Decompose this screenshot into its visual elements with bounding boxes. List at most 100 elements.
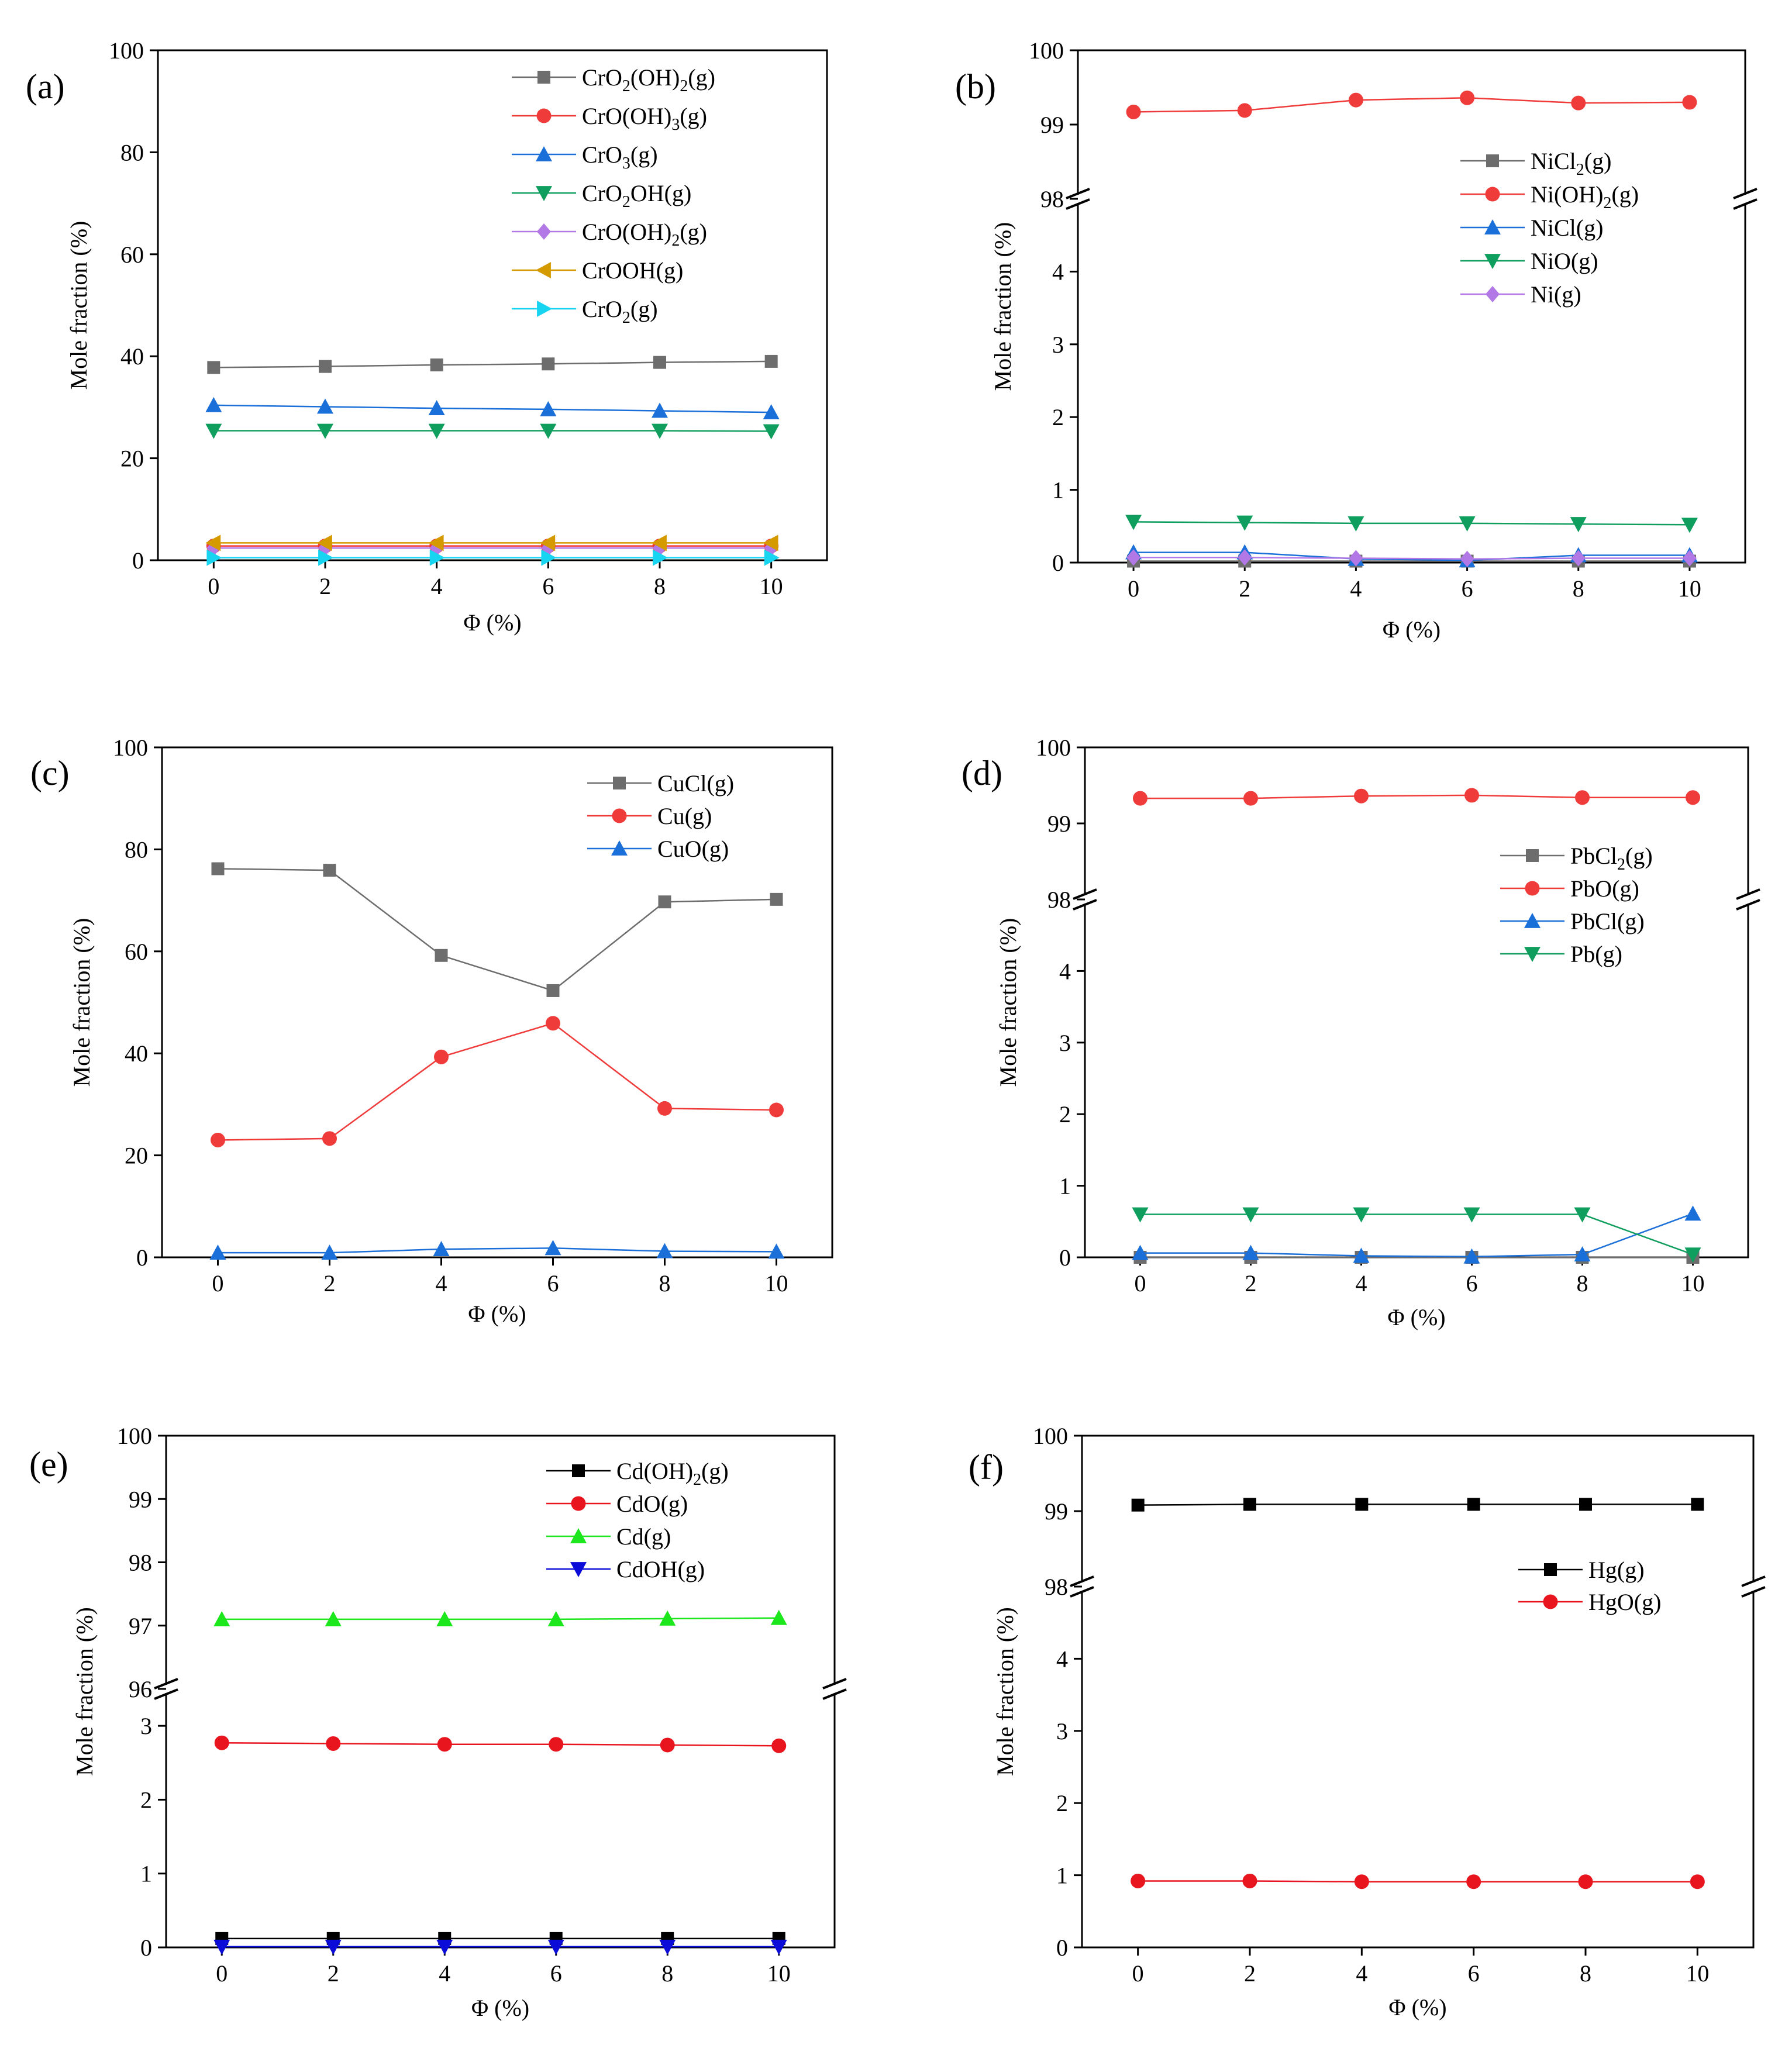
legend-label-part: OH(g) [630,180,691,206]
legend-marker [537,301,552,317]
legend-label-part: (g) [1611,181,1639,208]
data-point [213,1939,230,1955]
legend-marker [612,808,627,823]
legend-item: Hg(g) [1518,1557,1645,1583]
data-point [540,423,557,439]
data-point [326,1736,341,1751]
y-tick-label: 98 [1040,186,1064,212]
legend-label-part: 2 [1603,194,1611,212]
legend-item: Cd(g) [546,1523,671,1550]
x-tick-label: 4 [439,1960,450,1987]
legend-label-part: Cd(g) [616,1523,671,1550]
y-tick-label: 3 [1056,1718,1068,1744]
legend-label-part: CrO [582,142,622,168]
series-line [218,868,777,992]
data-point [318,549,333,566]
y-tick-label: 98 [1047,887,1071,913]
y-tick-label: 4 [1056,1646,1068,1672]
data-point [434,1049,449,1064]
legend-label-part: CuCl(g) [657,770,734,797]
legend-label: NiCl2(g) [1531,148,1611,179]
y-tick-label: 40 [125,1040,148,1067]
series-c-2 [209,1240,785,1260]
legend-label-part: Hg(g) [1588,1557,1645,1583]
legend-label-part: (g) [1584,148,1612,174]
data-point [545,1240,561,1256]
data-point [1466,1874,1481,1890]
axis-break-gap-right [1742,895,1754,904]
legend-label: Hg(g) [1588,1557,1645,1583]
legend-label-part: 2 [1617,856,1625,874]
data-point [1237,103,1252,118]
legend-marker [1484,219,1501,235]
series-c-0 [211,862,783,997]
legend-item: PbCl(g) [1500,908,1645,935]
legend-label: PbO(g) [1570,875,1639,902]
legend-label-part: 2 [622,193,630,211]
data-point [547,1611,564,1626]
data-point [540,401,557,416]
legend-label-part: 2 [693,1471,701,1489]
legend-marker [1543,1594,1558,1609]
legend-marker [537,71,550,84]
data-point [1236,515,1253,531]
y-tick-label: 2 [140,1787,152,1813]
y-tick-label: 100 [117,1423,152,1449]
series-a-2 [205,396,780,420]
data-point [1355,1498,1369,1511]
axis-break-mark [154,1678,178,1689]
x-tick-label: 2 [1245,1270,1257,1297]
data-point [1243,1498,1256,1511]
data-point [1348,516,1364,532]
panel-label: (e) [29,1445,68,1484]
legend-item: CrO(OH)3(g) [512,103,707,134]
x-tick-label: 6 [1466,1270,1478,1297]
data-point [652,402,668,418]
y-tick-label: 3 [1059,1030,1071,1056]
legend-label-part: CuO(g) [657,836,729,862]
x-tick-label: 4 [1356,1960,1367,1987]
data-point [770,892,783,906]
series-a-5 [205,535,778,551]
y-tick-label: 2 [1052,404,1064,430]
series-line [1138,1504,1698,1506]
x-tick-label: 10 [1678,575,1701,602]
data-point [317,535,332,551]
legend-label-part: NiO(g) [1531,248,1598,274]
axis-break-mark [1733,198,1757,210]
series-b-4 [1126,549,1697,567]
legend-label-part: CrO(OH) [582,103,671,129]
legend-label-part: CrO [582,296,622,322]
data-point [437,1737,452,1752]
y-tick-label: 4 [1059,958,1071,984]
x-tick-label: 2 [1239,575,1250,602]
data-point [656,1243,673,1258]
data-point [1684,1247,1701,1263]
legend-label-part: PbCl [1570,843,1617,869]
legend-label-part: 2 [622,77,630,95]
data-point [205,396,222,412]
legend-label-part: NiCl(g) [1531,215,1603,241]
x-tick-label: 0 [1135,1270,1146,1297]
legend-label-part: 2 [671,232,680,250]
data-point [211,1132,225,1147]
y-tick-label: 2 [1056,1790,1068,1816]
legend-label: NiCl(g) [1531,215,1603,241]
legend-label-part: (g) [680,103,707,129]
data-point [1579,1498,1592,1511]
data-point [323,864,336,877]
data-point [317,398,333,414]
legend-item: CrO2(OH)2(g) [512,64,715,95]
series-b-3 [1125,515,1698,533]
data-point [1463,1248,1480,1264]
series-a-0 [207,354,778,374]
legend-label: CdOH(g) [616,1556,705,1582]
axis-break-mark [154,1688,178,1700]
x-tick-label: 6 [550,1960,562,1987]
legend-label-part: CrO(OH) [582,219,671,245]
series-a-6 [206,549,780,566]
y-tick-label: 100 [1029,37,1064,64]
x-tick-label: 0 [212,1270,224,1297]
